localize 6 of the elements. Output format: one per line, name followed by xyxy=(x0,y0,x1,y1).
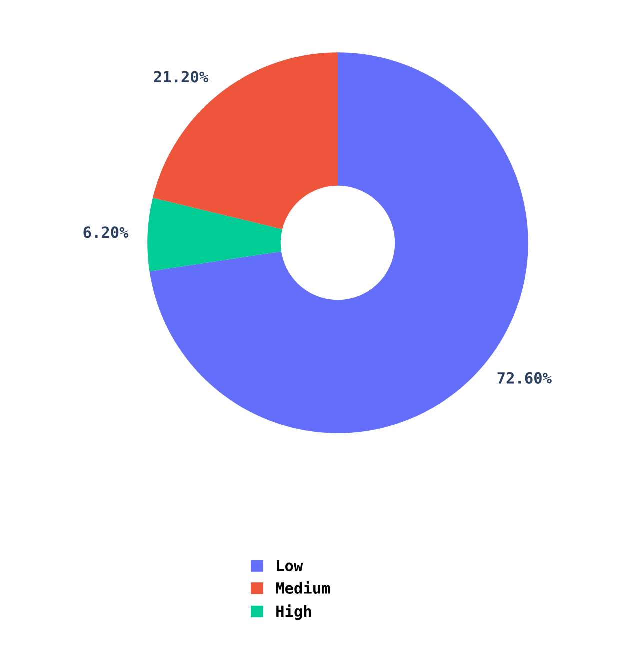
legend-label: High xyxy=(276,604,312,620)
data-label: 6.20% xyxy=(84,226,129,238)
legend-label: Low xyxy=(277,560,304,572)
legend-label: Medium xyxy=(276,581,330,594)
data-label: 21.20% xyxy=(154,71,208,83)
data-label: 72.60% xyxy=(498,372,552,384)
